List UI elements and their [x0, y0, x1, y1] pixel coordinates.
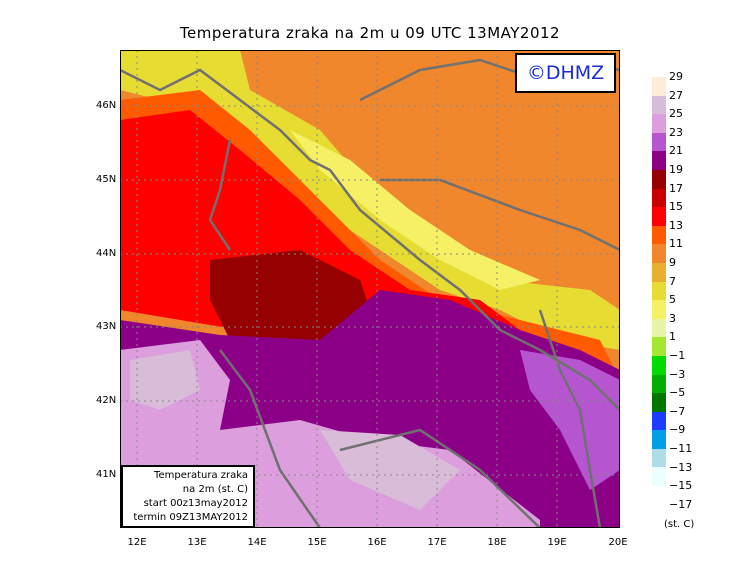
legend-swatch: [652, 467, 666, 487]
legend-label: 25: [669, 107, 683, 121]
legend-swatch: [652, 374, 666, 394]
legend-swatch: [652, 393, 666, 412]
lat-label: 46N: [96, 100, 117, 111]
lat-label: 41N: [96, 469, 117, 480]
legend-label: −3: [669, 367, 686, 381]
legend-swatch: [652, 300, 666, 319]
lat-label: 45N: [96, 174, 117, 185]
legend-label: 11: [669, 237, 683, 251]
legend-swatch: [652, 281, 666, 301]
lon-label: 18E: [487, 537, 507, 548]
color-legend: [652, 77, 666, 487]
legend-swatch: [652, 169, 666, 189]
dhmz-logo: ©DHMZ: [515, 53, 616, 93]
legend-swatch: [652, 151, 666, 170]
legend-swatch: [652, 318, 666, 338]
legend-label: −1: [669, 349, 686, 362]
lat-label: 42N: [96, 395, 117, 406]
lon-label: 15E: [307, 537, 327, 548]
lat-label: 43N: [96, 321, 117, 332]
coastline: [120, 58, 620, 528]
legend-label: 21: [669, 144, 683, 158]
legend-label: 3: [669, 311, 676, 325]
legend-label: 15: [669, 200, 683, 214]
legend-label: −5: [669, 386, 686, 400]
legend-swatch: [652, 411, 666, 431]
legend-swatch: [652, 225, 666, 245]
lon-label: 20E: [608, 537, 628, 548]
lon-label: 14E: [247, 537, 267, 548]
legend-unit: (st. C): [664, 519, 695, 530]
legend-swatch: [652, 262, 666, 282]
zone-dark-red: [210, 250, 370, 340]
info-line: Temperatura zraka: [154, 470, 248, 481]
legend-label: 19: [669, 163, 683, 176]
legend-swatch: [652, 132, 666, 152]
legend-label: 23: [669, 125, 683, 139]
legend-label: −13: [669, 460, 693, 474]
legend-label: −17: [669, 497, 693, 511]
legend-label: 5: [669, 293, 676, 307]
info-box: Temperatura zraka na 2m (st. C) start 00…: [121, 465, 255, 528]
legend-label: 27: [669, 88, 683, 102]
legend-label: −11: [669, 442, 693, 455]
legend-swatch: [652, 77, 666, 96]
legend-label: 7: [669, 274, 676, 288]
lon-label: 19E: [547, 537, 567, 548]
lon-label: 16E: [367, 537, 387, 548]
lon-label: 12E: [127, 537, 147, 548]
legend-swatch: [652, 114, 666, 133]
legend-swatch: [652, 430, 666, 449]
legend-label: −15: [669, 479, 693, 493]
info-line: na 2m (st. C): [182, 484, 248, 495]
legend-label: −9: [669, 423, 686, 437]
lon-label: 17E: [427, 537, 447, 548]
legend-swatch: [652, 244, 666, 263]
temperature-map: [120, 50, 620, 528]
legend-swatch: [652, 355, 666, 375]
info-line: start 00z13may2012: [143, 498, 248, 509]
legend-label: −7: [669, 404, 686, 418]
legend-swatch: [652, 207, 666, 226]
legend-swatch: [652, 448, 666, 468]
legend-swatch: [652, 188, 666, 208]
legend-swatch: [652, 337, 666, 356]
zone-light-yellow: [290, 130, 540, 290]
lon-label: 13E: [187, 537, 207, 548]
graticule: [120, 50, 620, 528]
legend-swatch: [652, 95, 666, 115]
legend-label: 1: [669, 330, 676, 344]
legend-label: 29: [669, 70, 683, 83]
legend-label: 17: [669, 181, 683, 195]
lat-label: 44N: [96, 248, 117, 259]
legend-label: 9: [669, 256, 676, 269]
map-title: Temperatura zraka na 2m u 09 UTC 13MAY20…: [179, 24, 561, 42]
legend-label: 13: [669, 218, 683, 232]
info-line: termin 09Z13MAY2012: [133, 512, 248, 523]
